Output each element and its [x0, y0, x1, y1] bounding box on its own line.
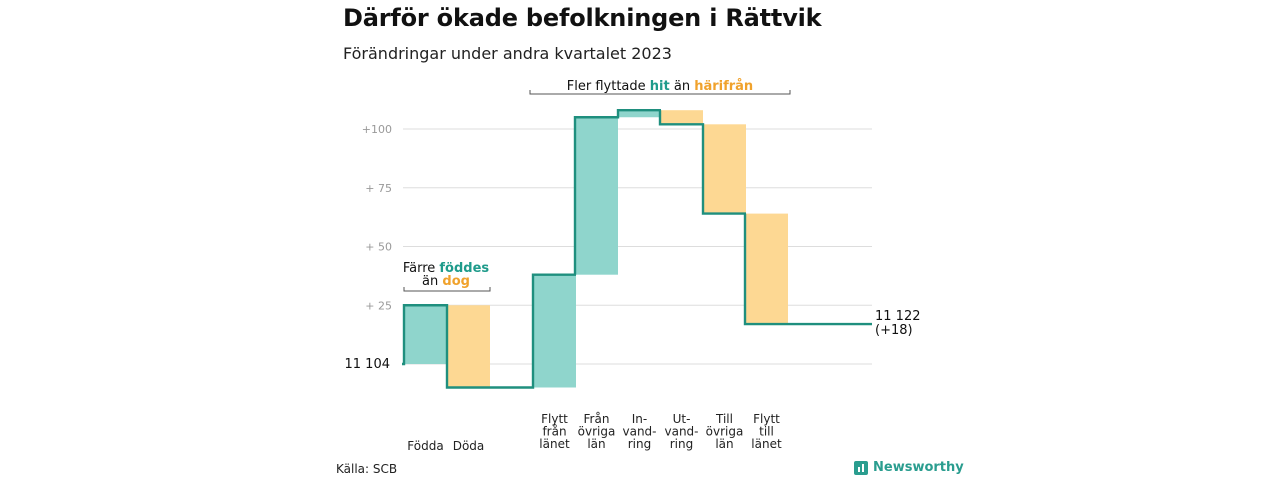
bar-decrease — [660, 110, 703, 125]
bar-increase — [618, 110, 661, 118]
start-value-label: 11 104 — [345, 357, 391, 372]
annotation-moves-bracket — [529, 90, 791, 95]
annotation-births-bracket — [403, 287, 491, 292]
x-category-label: Flytt från länet — [539, 412, 570, 451]
end-value-label: 11 122 — [875, 309, 921, 324]
annotation-births-line2: än dog — [422, 274, 470, 289]
x-category-label: Till övriga län — [706, 412, 744, 451]
y-tick-label: +100 — [362, 123, 392, 136]
annotation-births-line1: Färre föddes — [403, 261, 490, 276]
x-category-label: Ut-vand-ring — [664, 412, 698, 451]
bar-increase — [533, 274, 576, 388]
bar-decrease — [745, 213, 788, 325]
y-tick-label: + 50 — [365, 241, 392, 254]
x-category-label: Födda — [407, 439, 443, 453]
chart-subtitle: Förändringar under andra kvartalet 2023 — [343, 44, 672, 63]
chart-title: Därför ökade befolkningen i Rättvik — [343, 4, 822, 32]
bar-increase — [575, 117, 618, 275]
running-total-line — [402, 109, 872, 389]
bar-increase — [404, 305, 447, 364]
brand-logo: Newsworthy — [854, 460, 964, 475]
bar-decrease — [447, 305, 490, 388]
x-category-label: Från övriga län — [578, 412, 616, 451]
source-note: Källa: SCB — [336, 462, 398, 476]
end-change-label: (+18) — [875, 323, 913, 338]
y-tick-label: + 75 — [365, 182, 392, 195]
brand-name: Newsworthy — [873, 460, 964, 475]
x-category-label: Döda — [453, 439, 485, 453]
x-category-label: In-vand-ring — [622, 412, 656, 451]
x-category-label: Flytt till länet — [751, 412, 782, 451]
newsworthy-icon — [854, 460, 868, 475]
bar-decrease — [703, 124, 746, 214]
annotation-moves: Fler flyttade hit än härifrån — [567, 79, 753, 94]
y-tick-label: + 25 — [365, 299, 392, 312]
